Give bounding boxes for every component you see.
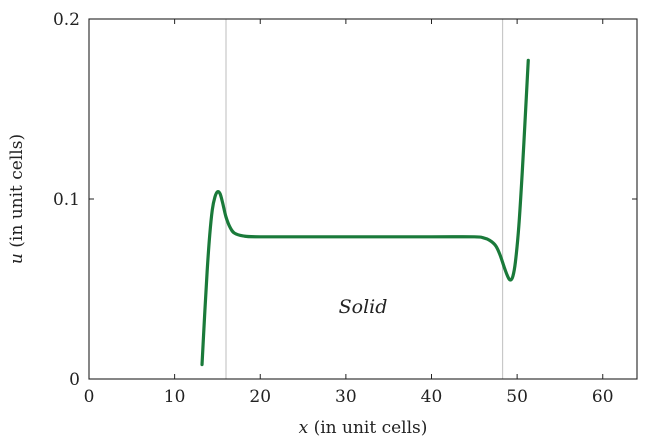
y-tick-label: 0.2 bbox=[53, 10, 80, 30]
y-axis-ticks: 0 0.1 0.2 bbox=[53, 10, 637, 390]
x-axis-label-rest: (in unit cells) bbox=[308, 418, 427, 438]
x-tick-label: 50 bbox=[506, 387, 528, 407]
y-axis-label: u (in unit cells) bbox=[7, 134, 27, 264]
displacement-curve bbox=[200, 58, 530, 367]
x-tick-label: 10 bbox=[164, 387, 186, 407]
y-tick-label: 0 bbox=[69, 370, 80, 390]
x-tick-label: 0 bbox=[84, 387, 95, 407]
x-tick-label: 20 bbox=[249, 387, 271, 407]
plot-frame bbox=[88, 18, 638, 380]
y-tick-label: 0.1 bbox=[53, 190, 80, 210]
x-tick-label: 40 bbox=[421, 387, 443, 407]
solid-annotation: Solid bbox=[339, 296, 388, 318]
x-axis-ticks: 0 10 20 30 40 50 60 bbox=[84, 19, 614, 407]
vertical-reference-lines bbox=[225, 19, 504, 379]
x-axis-label-var: x bbox=[299, 418, 309, 438]
x-tick-label: 60 bbox=[592, 387, 614, 407]
x-tick-label: 30 bbox=[335, 387, 357, 407]
y-axis-label-rest: (in unit cells) bbox=[7, 134, 27, 253]
x-axis-label: x (in unit cells) bbox=[299, 418, 428, 438]
y-axis-label-var: u bbox=[7, 253, 27, 264]
